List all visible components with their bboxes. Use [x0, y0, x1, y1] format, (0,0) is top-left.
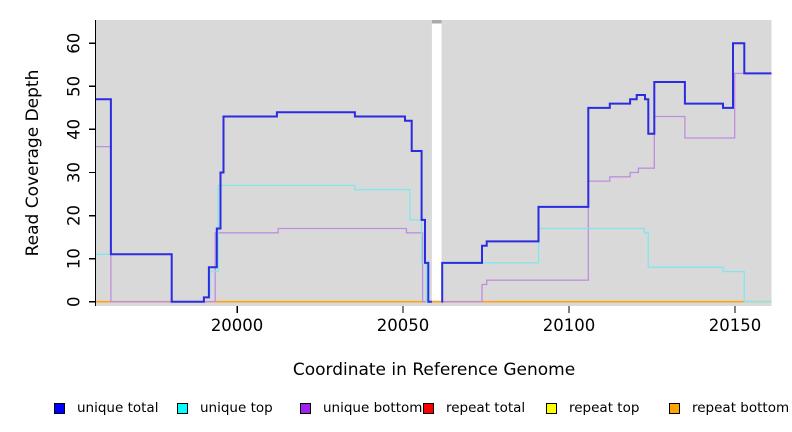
no-data-gap-band	[431, 23, 442, 301]
legend-item-unique-top: unique top	[177, 396, 273, 420]
legend-swatch-icon	[669, 402, 680, 414]
x-tick-label: 20050	[377, 316, 430, 335]
series-unique-total	[96, 98, 432, 303]
y-tick-label: 20	[65, 205, 84, 226]
legend-item-repeat-bottom: repeat bottom	[669, 396, 789, 420]
y-tick-label: 0	[65, 296, 84, 307]
legend-swatch-icon	[177, 402, 188, 414]
y-tick-label: 10	[65, 248, 84, 269]
x-axis-title: Coordinate in Reference Genome	[292, 360, 576, 380]
x-tick-label: 20100	[543, 316, 596, 335]
legend-swatch-icon	[423, 402, 434, 414]
series-unique-bottom	[441, 72, 772, 303]
legend-item-unique-bottom: unique bottom	[300, 396, 422, 420]
gap-band-cap	[431, 20, 442, 24]
legend: unique total unique top unique bottom repea…	[0, 396, 792, 420]
legend-swatch-icon	[546, 402, 557, 414]
y-tick-label: 40	[65, 119, 84, 140]
legend-label: repeat bottom	[692, 400, 790, 416]
y-tick-label: 50	[65, 76, 84, 97]
series-unique-bottom	[96, 145, 432, 303]
legend-item-unique-total: unique total	[54, 396, 158, 420]
x-tick-label: 20000	[211, 316, 264, 335]
y-axis-title: Read Coverage Depth	[23, 69, 43, 257]
x-tick-label: 20150	[709, 316, 762, 335]
legend-label: unique bottom	[323, 400, 423, 416]
legend-label: repeat top	[569, 400, 640, 416]
legend-swatch-icon	[300, 402, 311, 414]
legend-label: unique top	[200, 400, 273, 416]
y-tick-label: 30	[65, 162, 84, 183]
legend-label: repeat total	[446, 400, 526, 416]
y-tick-label: 60	[65, 33, 84, 54]
legend-label: unique total	[77, 400, 159, 416]
legend-swatch-icon	[54, 402, 65, 414]
series-unique-total	[441, 42, 772, 303]
legend-item-repeat-top: repeat top	[546, 396, 639, 420]
legend-item-repeat-total: repeat total	[423, 396, 525, 420]
